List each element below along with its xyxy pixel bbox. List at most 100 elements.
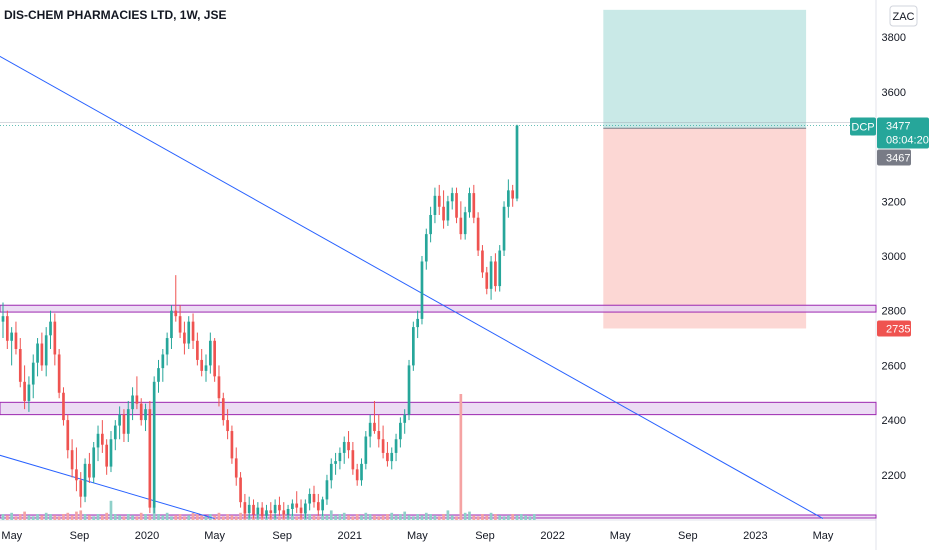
candle-body[interactable]	[481, 250, 484, 273]
candle-body[interactable]	[304, 503, 307, 514]
candle-body[interactable]	[66, 420, 70, 451]
candle-body[interactable]	[494, 261, 497, 287]
candle-body[interactable]	[312, 493, 316, 503]
candle-body[interactable]	[174, 310, 178, 317]
candle-body[interactable]	[442, 206, 445, 221]
candle-body[interactable]	[273, 504, 277, 514]
candle-body[interactable]	[14, 332, 18, 349]
candle-body[interactable]	[79, 480, 83, 497]
candle-body[interactable]	[286, 508, 290, 515]
candle-body[interactable]	[420, 261, 424, 319]
candle-body[interactable]	[183, 332, 186, 344]
candle-body[interactable]	[18, 348, 22, 382]
candle-body[interactable]	[403, 414, 407, 423]
candle-body[interactable]	[208, 340, 212, 366]
candle-body[interactable]	[265, 510, 268, 516]
candle-body[interactable]	[165, 338, 169, 355]
candle-body[interactable]	[299, 507, 303, 514]
candle-body[interactable]	[5, 316, 9, 341]
candle-body[interactable]	[57, 354, 61, 393]
candle-body[interactable]	[118, 414, 121, 426]
candle-body[interactable]	[31, 362, 35, 385]
candle-body[interactable]	[131, 395, 134, 410]
candle-body[interactable]	[109, 439, 113, 467]
currency-button[interactable]: ZAC	[889, 5, 918, 27]
candle-body[interactable]	[234, 458, 238, 478]
candle-body[interactable]	[291, 503, 294, 509]
candle-body[interactable]	[217, 376, 221, 399]
candle-body[interactable]	[360, 463, 363, 481]
candle-body[interactable]	[230, 431, 234, 459]
candle-body[interactable]	[321, 499, 324, 511]
candle-body[interactable]	[10, 332, 13, 341]
candle-body[interactable]	[437, 195, 441, 207]
candle-body[interactable]	[485, 272, 489, 289]
candle-body[interactable]	[23, 381, 26, 401]
candle-body[interactable]	[338, 452, 342, 462]
candle-body[interactable]	[433, 195, 437, 215]
candle-body[interactable]	[247, 504, 251, 514]
candle-body[interactable]	[472, 193, 476, 218]
candle-body[interactable]	[368, 422, 372, 437]
candle-body[interactable]	[92, 447, 96, 478]
candle-body[interactable]	[139, 403, 143, 421]
candle-body[interactable]	[161, 354, 165, 369]
candle-body[interactable]	[122, 414, 126, 434]
candle-body[interactable]	[200, 359, 204, 371]
candle-body[interactable]	[381, 439, 385, 453]
candle-body[interactable]	[135, 395, 139, 404]
candle-body[interactable]	[260, 507, 264, 516]
candle-body[interactable]	[325, 480, 329, 500]
position-target-zone[interactable]	[603, 9, 807, 129]
candle-body[interactable]	[126, 409, 130, 434]
candle-body[interactable]	[49, 321, 52, 336]
candle-body[interactable]	[407, 365, 411, 415]
candle-body[interactable]	[394, 439, 398, 453]
candle-body[interactable]	[351, 450, 355, 470]
candle-body[interactable]	[36, 343, 39, 363]
currency-button-frame[interactable]	[889, 5, 918, 27]
trend-lines[interactable]	[0, 44, 824, 520]
candle-body[interactable]	[373, 422, 376, 432]
candle-body[interactable]	[334, 461, 337, 464]
candle-body[interactable]	[507, 190, 510, 207]
position-stop-zone[interactable]	[603, 128, 807, 329]
candle-body[interactable]	[243, 502, 247, 514]
candle-body[interactable]	[113, 425, 117, 440]
candle-body[interactable]	[429, 214, 432, 235]
candle-body[interactable]	[502, 206, 506, 251]
long-position-tool[interactable]	[0, 9, 876, 329]
horizontal-zone[interactable]	[0, 304, 877, 313]
price-axis[interactable]: 2200 2400 2600 2800 3000 3200 3600 3800	[882, 32, 906, 482]
candle-body[interactable]	[455, 193, 458, 218]
candle-body[interactable]	[463, 212, 467, 235]
candle-body[interactable]	[416, 318, 419, 328]
candle-body[interactable]	[53, 321, 57, 355]
candle-body[interactable]	[342, 441, 346, 453]
candle-body[interactable]	[364, 436, 368, 464]
candle-body[interactable]	[377, 431, 381, 440]
candle-body[interactable]	[347, 441, 350, 451]
candle-body[interactable]	[152, 381, 156, 508]
candle-body[interactable]	[148, 409, 152, 508]
candle-body[interactable]	[170, 310, 173, 339]
candle-body[interactable]	[450, 193, 454, 202]
candle-body[interactable]	[424, 234, 428, 262]
candle-body[interactable]	[196, 340, 199, 360]
candle-body[interactable]	[386, 452, 389, 462]
candle-body[interactable]	[278, 504, 281, 511]
time-axis[interactable]: May Sep 2020 May Sep 2021 May Sep 2022 May Sep 2023…	[1, 530, 833, 542]
candle-body[interactable]	[105, 444, 109, 467]
candle-body[interactable]	[40, 343, 44, 366]
candle-body[interactable]	[221, 398, 225, 421]
candle-body[interactable]	[511, 190, 515, 199]
candlestick-series[interactable]	[1, 124, 519, 519]
candle-body[interactable]	[75, 469, 78, 481]
candle-body[interactable]	[191, 321, 195, 341]
candle-body[interactable]	[399, 422, 402, 440]
candle-body[interactable]	[70, 450, 74, 470]
candle-body[interactable]	[329, 463, 333, 481]
trend-line[interactable]	[0, 44, 824, 519]
